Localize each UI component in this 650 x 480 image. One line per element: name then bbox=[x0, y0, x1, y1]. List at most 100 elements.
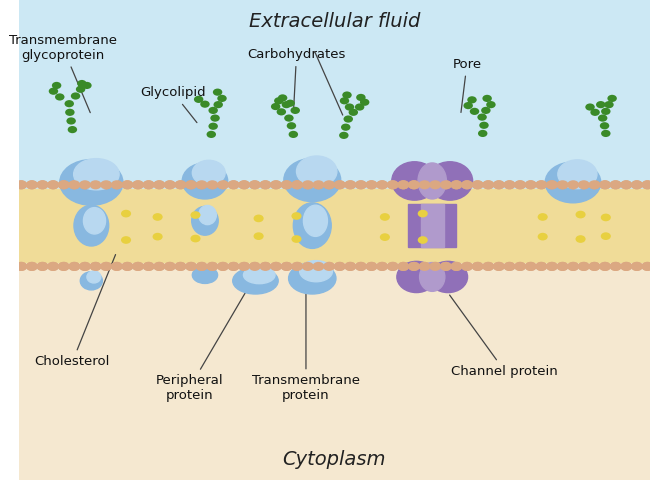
Circle shape bbox=[575, 235, 586, 243]
Circle shape bbox=[68, 180, 81, 190]
Circle shape bbox=[153, 180, 165, 190]
Circle shape bbox=[259, 180, 272, 190]
Circle shape bbox=[153, 233, 162, 240]
Circle shape bbox=[599, 262, 611, 271]
Ellipse shape bbox=[192, 206, 218, 235]
Bar bbox=[19, 262, 650, 480]
Circle shape bbox=[217, 262, 229, 271]
Circle shape bbox=[360, 99, 369, 106]
Circle shape bbox=[58, 262, 70, 271]
Circle shape bbox=[238, 262, 250, 271]
Circle shape bbox=[185, 180, 197, 190]
Circle shape bbox=[578, 262, 590, 271]
Circle shape bbox=[478, 130, 488, 137]
Circle shape bbox=[68, 262, 81, 271]
Circle shape bbox=[213, 101, 223, 108]
Circle shape bbox=[132, 262, 144, 271]
Circle shape bbox=[122, 262, 133, 271]
Circle shape bbox=[604, 101, 614, 108]
Ellipse shape bbox=[300, 261, 332, 282]
Circle shape bbox=[556, 262, 569, 271]
Circle shape bbox=[238, 262, 250, 271]
Text: Cholesterol: Cholesterol bbox=[34, 254, 116, 368]
Circle shape bbox=[601, 232, 611, 240]
Ellipse shape bbox=[244, 266, 275, 284]
Circle shape bbox=[259, 180, 272, 190]
Circle shape bbox=[209, 107, 218, 114]
Ellipse shape bbox=[199, 205, 216, 225]
Circle shape bbox=[461, 180, 473, 190]
Text: Extracellular fluid: Extracellular fluid bbox=[249, 12, 420, 31]
Circle shape bbox=[47, 180, 59, 190]
Circle shape bbox=[71, 92, 81, 100]
Circle shape bbox=[493, 180, 505, 190]
Circle shape bbox=[610, 180, 621, 190]
Circle shape bbox=[77, 80, 86, 87]
Circle shape bbox=[64, 100, 74, 108]
Circle shape bbox=[365, 180, 378, 190]
Circle shape bbox=[376, 262, 388, 271]
Circle shape bbox=[58, 180, 70, 190]
Circle shape bbox=[536, 180, 547, 190]
Circle shape bbox=[467, 96, 476, 104]
Circle shape bbox=[408, 262, 420, 271]
Circle shape bbox=[36, 262, 49, 271]
Circle shape bbox=[356, 94, 365, 101]
Text: Peripheral
protein: Peripheral protein bbox=[155, 283, 251, 402]
Circle shape bbox=[525, 262, 537, 271]
Circle shape bbox=[482, 95, 492, 102]
Circle shape bbox=[185, 262, 197, 271]
Circle shape bbox=[281, 262, 292, 271]
Circle shape bbox=[556, 262, 569, 271]
Circle shape bbox=[440, 262, 452, 271]
Circle shape bbox=[525, 262, 537, 271]
Circle shape bbox=[79, 180, 91, 190]
Circle shape bbox=[291, 212, 302, 220]
Circle shape bbox=[313, 180, 324, 190]
Circle shape bbox=[333, 262, 346, 271]
Circle shape bbox=[620, 180, 632, 190]
Circle shape bbox=[461, 180, 473, 190]
Circle shape bbox=[190, 235, 201, 242]
Circle shape bbox=[344, 262, 356, 271]
Bar bbox=[19, 0, 650, 189]
Circle shape bbox=[525, 180, 537, 190]
Circle shape bbox=[642, 262, 650, 271]
Circle shape bbox=[514, 262, 526, 271]
Circle shape bbox=[588, 262, 601, 271]
Circle shape bbox=[313, 180, 324, 190]
Circle shape bbox=[607, 95, 617, 102]
Circle shape bbox=[274, 97, 283, 104]
Circle shape bbox=[408, 262, 420, 271]
Circle shape bbox=[599, 262, 611, 271]
Circle shape bbox=[429, 180, 441, 190]
Circle shape bbox=[302, 180, 314, 190]
Circle shape bbox=[291, 262, 303, 271]
Circle shape bbox=[418, 210, 428, 217]
Circle shape bbox=[249, 180, 261, 190]
Circle shape bbox=[68, 262, 81, 271]
Circle shape bbox=[36, 180, 49, 190]
Circle shape bbox=[302, 262, 314, 271]
Circle shape bbox=[227, 180, 240, 190]
Circle shape bbox=[206, 180, 218, 190]
Circle shape bbox=[227, 262, 240, 271]
Ellipse shape bbox=[296, 156, 337, 187]
Circle shape bbox=[355, 180, 367, 190]
Circle shape bbox=[610, 262, 621, 271]
Circle shape bbox=[429, 262, 441, 271]
Circle shape bbox=[567, 262, 579, 271]
Circle shape bbox=[313, 262, 324, 271]
Circle shape bbox=[348, 108, 358, 116]
Circle shape bbox=[100, 262, 112, 271]
Circle shape bbox=[47, 262, 59, 271]
Circle shape bbox=[365, 180, 378, 190]
Circle shape bbox=[196, 262, 208, 271]
Circle shape bbox=[408, 180, 420, 190]
Circle shape bbox=[341, 123, 350, 131]
Circle shape bbox=[58, 262, 70, 271]
Circle shape bbox=[291, 180, 303, 190]
Circle shape bbox=[620, 180, 632, 190]
Circle shape bbox=[387, 180, 398, 190]
Circle shape bbox=[259, 262, 272, 271]
